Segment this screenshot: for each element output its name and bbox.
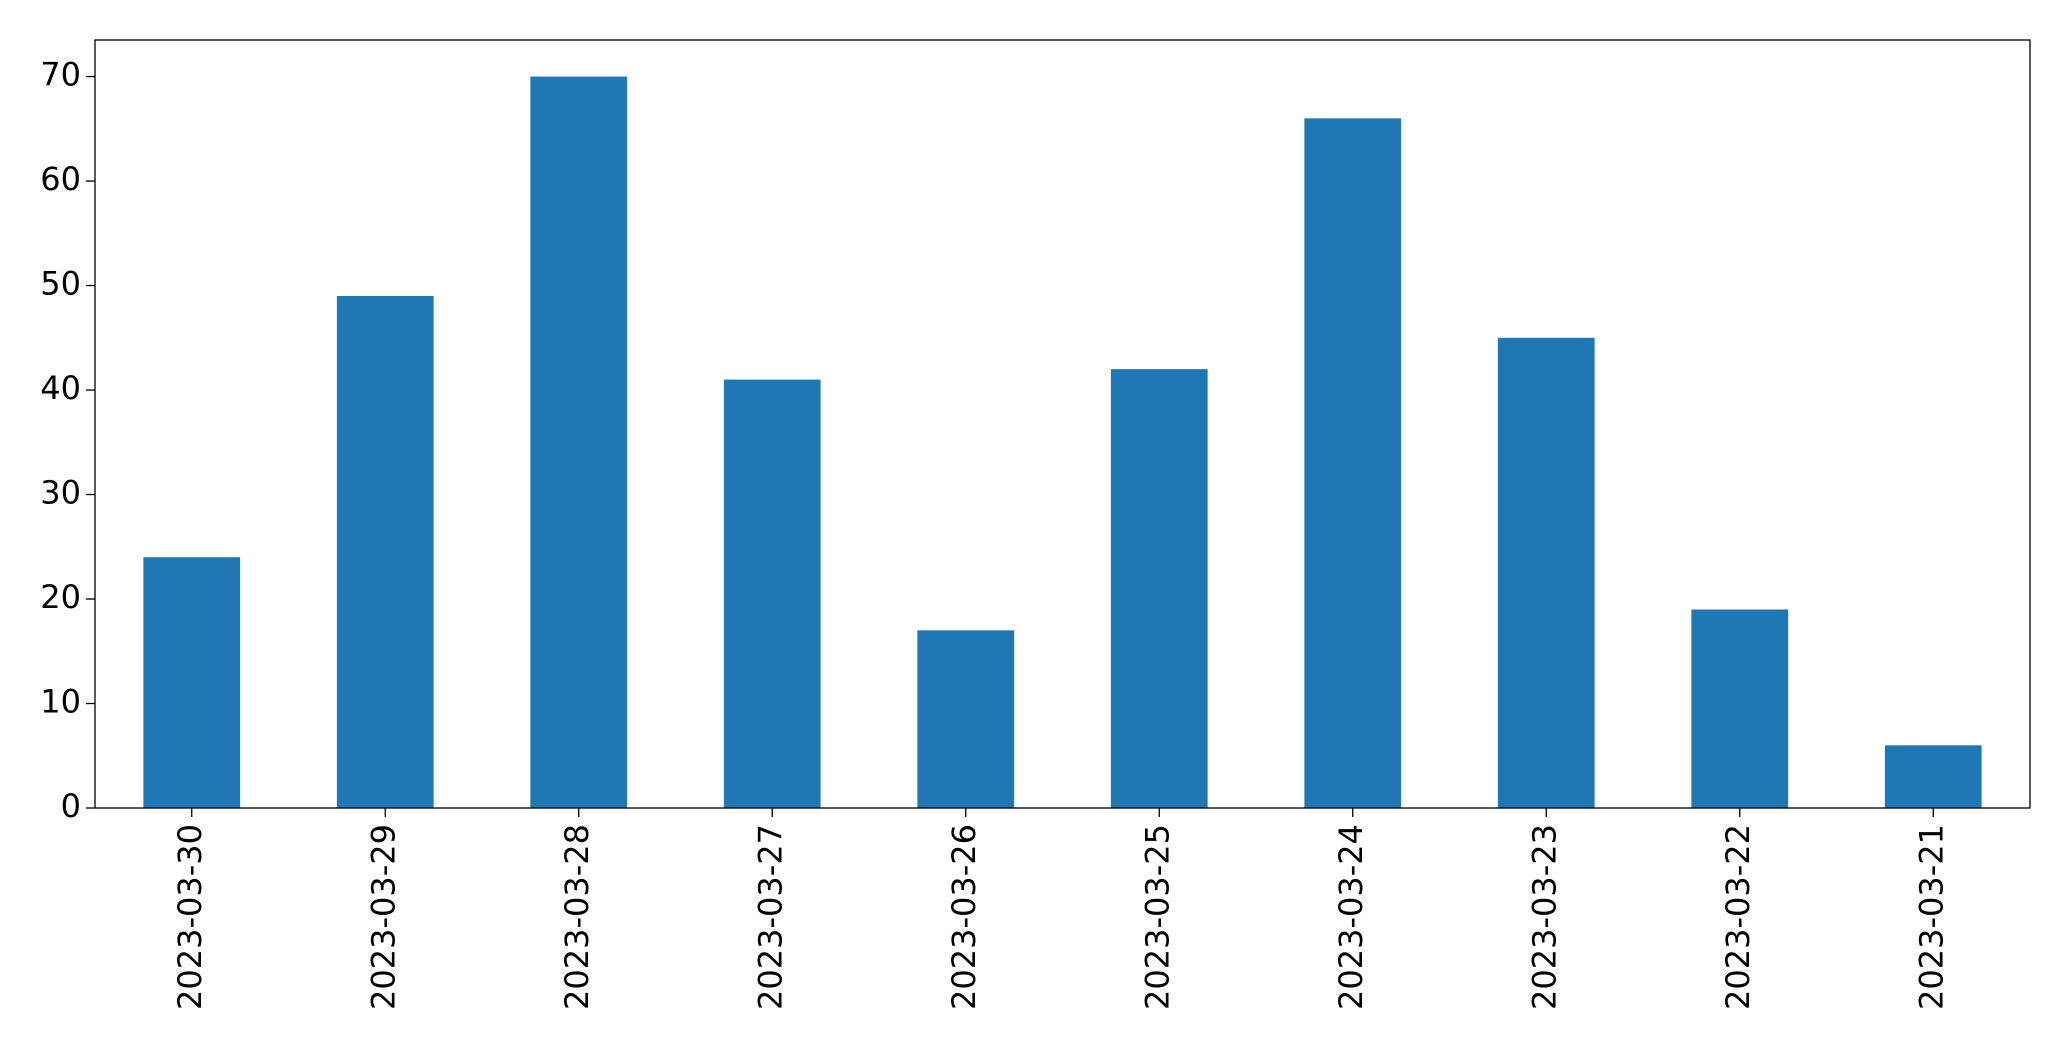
x-tick-label: 2023-03-21 [1912, 824, 1950, 1010]
y-tick-label: 20 [40, 578, 81, 616]
x-tick-label: 2023-03-24 [1332, 824, 1370, 1010]
bar [336, 296, 434, 808]
x-tick-label: 2023-03-26 [945, 824, 983, 1010]
y-tick-label: 60 [40, 160, 81, 198]
y-tick-label: 50 [40, 265, 81, 303]
x-tick-label: 2023-03-23 [1525, 824, 1563, 1010]
x-tick-label: 2023-03-30 [171, 824, 209, 1010]
y-tick-label: 10 [40, 683, 81, 721]
bar [917, 630, 1015, 808]
bar [530, 76, 628, 809]
axes-frame [94, 39, 2031, 809]
bar [1497, 337, 1595, 808]
bar [723, 379, 821, 808]
x-tick-label: 2023-03-29 [364, 824, 402, 1010]
y-tick-label: 0 [61, 787, 81, 825]
y-tick-label: 30 [40, 474, 81, 512]
y-tick-label: 40 [40, 369, 81, 407]
bar [143, 557, 241, 808]
bar [1304, 118, 1402, 808]
bar [1110, 369, 1208, 808]
y-tick-label: 70 [40, 56, 81, 94]
x-tick-label: 2023-03-27 [751, 824, 789, 1010]
x-tick-label: 2023-03-25 [1138, 824, 1176, 1010]
bar [1884, 745, 1982, 808]
bar [1691, 609, 1789, 808]
x-tick-label: 2023-03-28 [558, 824, 596, 1010]
x-tick-label: 2023-03-22 [1719, 824, 1757, 1010]
